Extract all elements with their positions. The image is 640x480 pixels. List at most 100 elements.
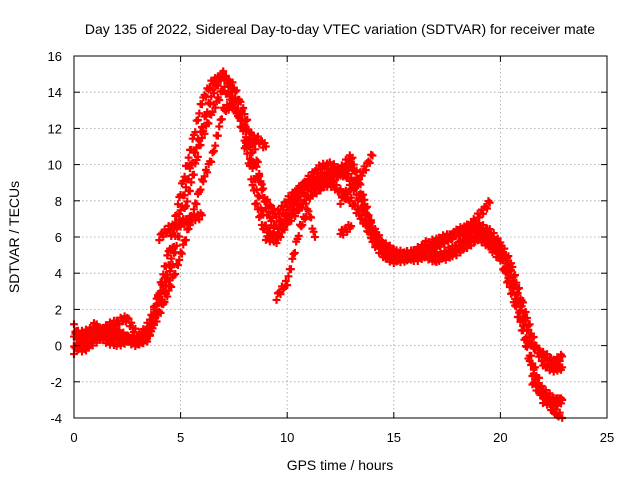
data-point [196,185,205,194]
data-point [452,251,461,260]
data-point [248,148,257,157]
data-point [183,197,192,206]
data-point [347,193,356,202]
data-point [309,227,318,236]
data-point [365,159,374,167]
data-point [313,168,322,177]
data-point [307,213,315,222]
y-tick-label: 16 [48,49,62,64]
data-point [304,207,313,216]
data-point [248,138,257,147]
data-point [290,248,299,257]
data-point [297,203,306,212]
data-point [480,229,489,238]
data-point [528,338,537,347]
data-point [361,166,370,174]
data-point [413,257,422,265]
x-tick-label: 10 [280,430,294,445]
data-point [146,330,154,339]
data-point [180,172,189,181]
data-point [152,317,161,326]
data-point [207,157,216,166]
data-point [284,272,293,281]
data-point [340,194,349,203]
x-tick-label: 15 [387,430,401,445]
data-point [287,216,296,225]
data-point [163,251,172,260]
data-point [347,222,356,231]
data-point [158,278,166,287]
y-tick-label: 12 [48,121,62,136]
data-point [248,181,257,190]
data-point [218,115,226,124]
data-point [347,162,356,170]
data-point [525,332,534,341]
data-point [176,190,185,199]
data-point [300,184,309,193]
data-point [174,200,182,209]
data-point [265,224,274,232]
data-point [276,233,285,241]
data-point [548,402,557,410]
data-point [301,199,310,208]
data-point [533,382,542,391]
data-point [96,325,105,333]
tick-marks [73,55,608,419]
data-point [521,316,530,325]
data-point [127,318,136,327]
data-point [329,160,338,168]
data-point [272,239,281,247]
data-point [131,324,140,333]
data-point [287,265,295,274]
y-tick-label: -4 [50,411,62,426]
data-point [276,290,285,299]
data-point [253,205,262,214]
data-point [232,86,241,95]
data-point [116,341,125,350]
data-point [170,225,178,234]
data-point [260,225,269,234]
data-point [184,225,193,233]
data-point [512,302,521,311]
data-point [261,142,270,151]
data-point [196,141,205,149]
data-point [240,110,249,118]
data-point [468,222,477,231]
data-point [198,100,206,109]
data-point [172,211,181,220]
data-point [505,271,514,280]
data-point [233,106,242,115]
data-point [175,255,184,264]
data-point [255,172,264,181]
data-point [180,220,189,229]
data-point [463,244,471,252]
data-point [257,221,266,229]
data-point [558,363,567,372]
data-point [220,83,229,91]
data-point [211,141,220,150]
data-point [479,209,487,218]
data-point [375,231,384,240]
data-point [508,288,517,297]
data-point [509,284,518,293]
data-point [174,261,182,270]
data-point [241,127,250,136]
data-point [537,387,546,396]
data-point [119,328,128,337]
data-point [315,185,324,194]
data-point [332,181,341,190]
data-point [421,237,430,245]
series-segment-e [336,221,356,239]
data-point [367,218,376,227]
data-point [312,189,321,198]
data-point [198,134,206,142]
data-point [215,96,224,104]
data-point [364,211,373,220]
data-point [255,192,264,201]
data-point [214,131,222,140]
data-point [275,210,284,219]
data-point [396,246,405,255]
series-segment-d [336,150,377,208]
data-point [240,123,249,132]
